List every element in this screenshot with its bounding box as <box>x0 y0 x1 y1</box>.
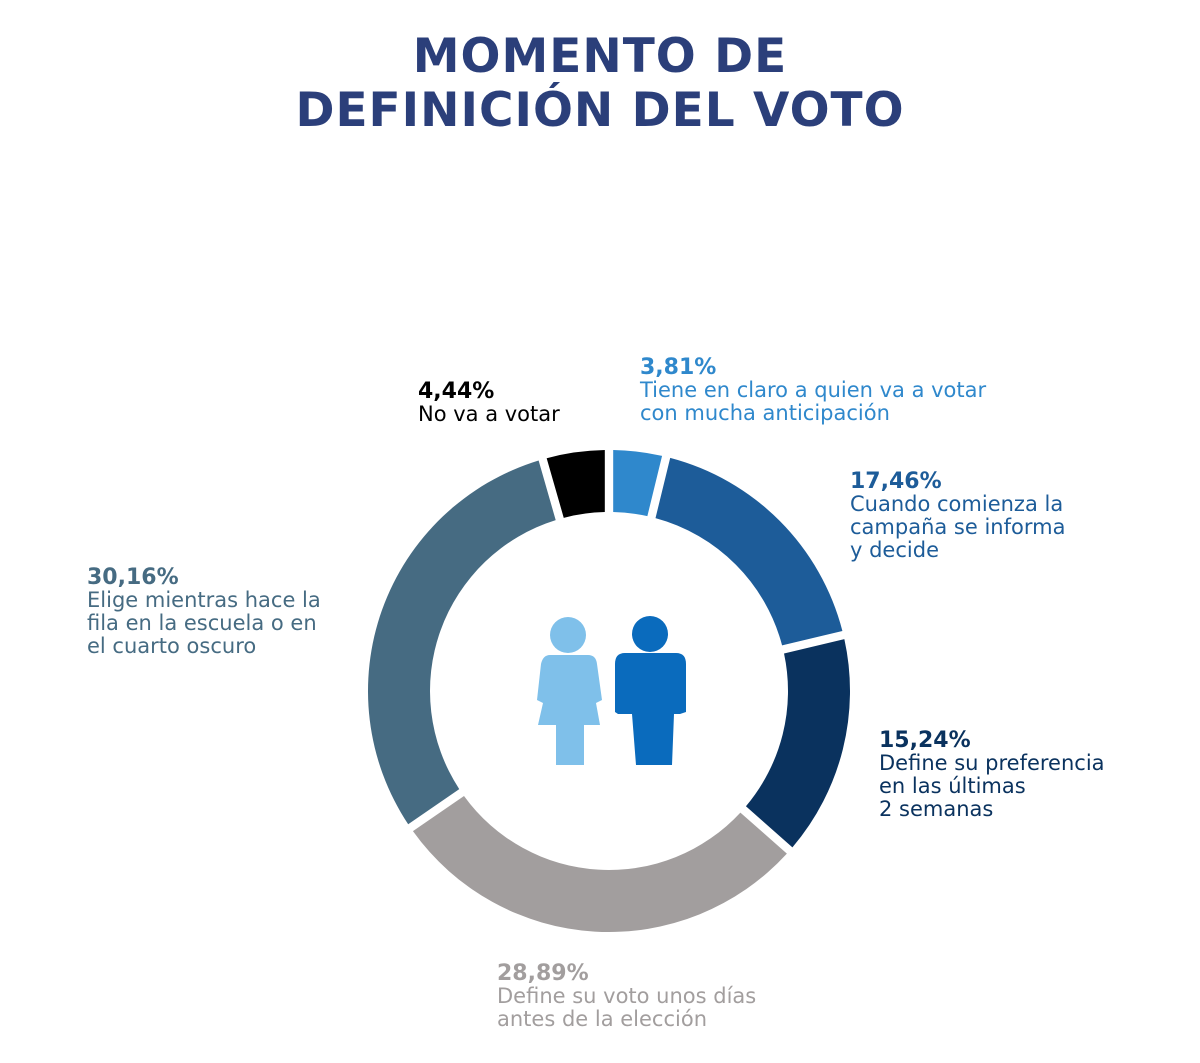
pct: 3,81% <box>640 355 717 380</box>
woman-icon <box>537 617 602 765</box>
pct: 30,16% <box>87 565 179 590</box>
desc: Define su preferencia <box>879 751 1105 775</box>
man-icon <box>615 616 686 765</box>
desc: en las últimas <box>879 774 1026 798</box>
label-slice-1: 17,46% Cuando comienza la campaña se inf… <box>850 470 1065 562</box>
donut-slice-5 <box>546 450 605 518</box>
label-slice-5: 4,44% No va a votar <box>418 380 560 426</box>
desc: 2 semanas <box>879 797 994 821</box>
desc: y decide <box>850 538 939 562</box>
donut-slice-2 <box>745 639 850 848</box>
desc: Cuando comienza la <box>850 492 1064 516</box>
donut-slice-0 <box>613 450 663 517</box>
desc: Elige mientras hace la <box>87 588 321 612</box>
donut-slice-1 <box>655 457 843 646</box>
title-line-1: MOMENTO DE <box>412 29 788 84</box>
donut-slice-4 <box>367 460 556 825</box>
desc: Define su voto unos días <box>497 984 757 1008</box>
label-slice-4: 30,16% Elige mientras hace la fila en la… <box>87 566 321 658</box>
label-slice-2: 15,24% Define su preferencia en las últi… <box>879 729 1105 821</box>
donut-slice-3 <box>412 795 787 933</box>
pct: 28,89% <box>497 961 589 986</box>
pct: 4,44% <box>418 379 495 404</box>
desc: Tiene en claro a quien va a votar <box>640 378 987 402</box>
pct: 15,24% <box>879 728 971 753</box>
label-slice-3: 28,89% Define su voto unos días antes de… <box>497 962 756 1031</box>
title-line-2: DEFINICIÓN DEL VOTO <box>295 83 905 138</box>
desc: el cuarto oscuro <box>87 634 257 658</box>
desc: fila en la escuela o en <box>87 611 317 635</box>
label-slice-0: 3,81% Tiene en claro a quien va a votar … <box>640 356 986 425</box>
desc: antes de la elección <box>497 1007 708 1031</box>
desc: con mucha anticipación <box>640 401 890 425</box>
chart-title: MOMENTO DE DEFINICIÓN DEL VOTO <box>0 30 1200 138</box>
desc: campaña se informa <box>850 515 1066 539</box>
desc: No va a votar <box>418 402 560 426</box>
pct: 17,46% <box>850 469 942 494</box>
